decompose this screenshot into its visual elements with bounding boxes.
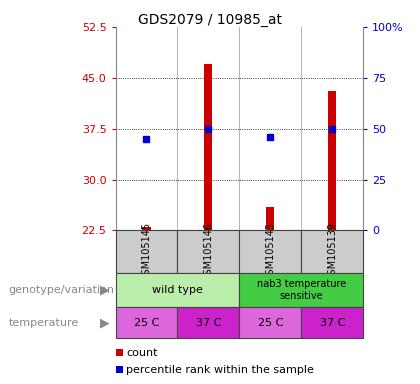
Text: GSM105139: GSM105139 — [327, 222, 337, 281]
Bar — [116, 307, 178, 338]
Bar — [302, 230, 363, 273]
Bar — [178, 307, 239, 338]
Text: ▶: ▶ — [100, 283, 109, 296]
Text: GSM105145: GSM105145 — [142, 222, 152, 281]
Bar — [116, 230, 178, 273]
Bar — [205, 64, 213, 230]
Text: percentile rank within the sample: percentile rank within the sample — [126, 365, 314, 375]
Bar — [328, 91, 336, 230]
Text: 37 C: 37 C — [196, 318, 221, 328]
Text: 37 C: 37 C — [320, 318, 345, 328]
Text: temperature: temperature — [8, 318, 79, 328]
Bar — [239, 273, 363, 307]
Text: wild type: wild type — [152, 285, 203, 295]
Text: GSM105146: GSM105146 — [203, 222, 213, 281]
Bar — [239, 230, 302, 273]
Text: 25 C: 25 C — [134, 318, 159, 328]
Text: GDS2079 / 10985_at: GDS2079 / 10985_at — [138, 13, 282, 27]
Text: 25 C: 25 C — [258, 318, 283, 328]
Text: nab3 temperature
sensitive: nab3 temperature sensitive — [257, 279, 346, 301]
Text: count: count — [126, 348, 158, 358]
Text: ▶: ▶ — [100, 316, 109, 329]
Bar — [302, 307, 363, 338]
Bar — [266, 207, 274, 230]
Text: GSM105143: GSM105143 — [265, 222, 276, 281]
Bar — [239, 307, 302, 338]
Text: genotype/variation: genotype/variation — [8, 285, 114, 295]
Bar — [178, 230, 239, 273]
Bar — [116, 273, 239, 307]
Bar — [142, 227, 150, 230]
